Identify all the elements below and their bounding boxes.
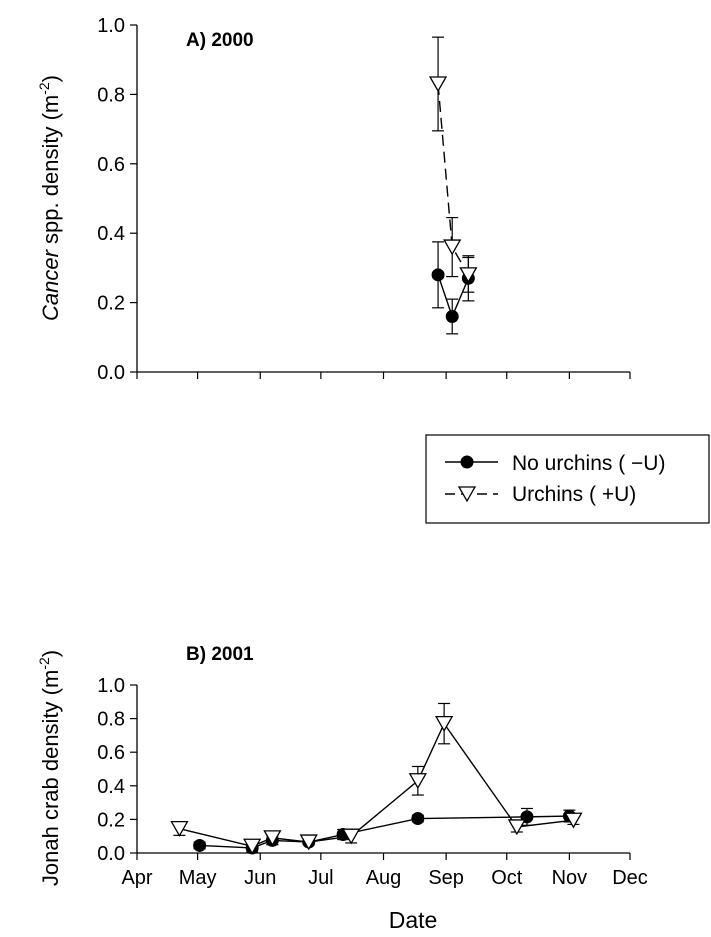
panel-b-y-tick-label: 0.2 [97,809,125,831]
panel-b-point-urchins-u [243,838,262,855]
panel-a-point-urchins-u [459,267,478,284]
panel-b-y-tick-label: 0.8 [97,709,125,731]
panel-b-point-urchins-u [408,773,427,790]
panel-b-2001: B) 2001 0.0 0.2 0.4 0.6 0.8 1.0 Apr May Jun Jul Au… [36,644,648,933]
legend-label-no-urchins: No urchins ( −U) [512,452,665,475]
panel-b-x-tick-label: Aug [366,867,402,889]
panel-b-point-no-urchins-u [411,812,425,826]
panel-a-y-tick-label: 0.0 [97,362,125,384]
panel-a-y-tick-label: 0.8 [97,84,125,106]
panel-a-2000: A) 2000 0.0 0.2 0.4 0.6 0.8 1.0 Cancer spp. d… [36,15,631,384]
panel-b-series [170,702,583,855]
panel-a-point-urchins-u [428,76,448,93]
panel-b-point-urchins-u [299,834,318,851]
panel-b-x-tick-label: Dec [612,867,648,889]
panel-b-x-tick-label: Oct [491,867,523,889]
panel-b-x-tick-label: Sep [428,867,464,889]
panel-b-label: B) 2001 [186,644,254,665]
panel-a-point-no-urchins-u [445,309,459,323]
panel-b-x-tick-label: Jul [308,867,334,889]
panel-b-point-no-urchins-u [193,838,207,852]
panel-b-point-urchins-u [170,820,189,837]
panel-b-x-tick-label: Apr [121,867,152,889]
panel-a-y-axis-label: Cancer spp. density (m-2) [36,75,63,321]
panel-b-point-urchins-u [507,819,526,836]
panel-b-x-tick-label: Nov [552,867,588,889]
panel-b-y-axis-label: Jonah crab density (m-2) [36,650,63,886]
panel-b-y-tick-label: 1.0 [97,675,125,697]
panel-b-point-urchins-u [564,812,583,829]
legend: No urchins ( −U) Urchins ( +U) [425,434,710,524]
panel-a-label: A) 2000 [186,30,254,51]
panel-b-y-tick-label: 0.0 [97,843,125,865]
panel-b-point-urchins-u [342,828,361,845]
panel-a-y-tick-label: 1.0 [97,15,125,37]
panel-a-y-tick-label: 0.2 [97,293,125,315]
panel-b-point-urchins-u [263,830,282,847]
legend-box [425,434,710,524]
legend-marker-no-urchins [460,455,474,469]
panel-b-point-urchins-u [434,715,454,732]
legend-label-urchins: Urchins ( +U) [512,483,636,506]
panel-b-y-tick-label: 0.6 [97,742,125,764]
panel-a-point-urchins-u [443,239,462,256]
x-axis-label: Date [389,907,438,933]
panel-a-point-no-urchins-u [431,268,445,282]
panel-b-x-tick-label: Jun [244,867,276,889]
legend-marker-urchins [457,486,477,503]
panel-a-y-tick-label: 0.4 [97,223,125,245]
panel-a-series [428,36,478,335]
panel-a-y-tick-label: 0.6 [97,154,125,176]
panel-a-axes: 0.0 0.2 0.4 0.6 0.8 1.0 [97,15,631,384]
panel-b-y-tick-label: 0.4 [97,776,125,798]
panel-b-x-tick-label: May [179,867,217,889]
panel-b-axes: 0.0 0.2 0.4 0.6 0.8 1.0 Apr May Jun Jul Aug Sep Oct N… [97,675,648,889]
